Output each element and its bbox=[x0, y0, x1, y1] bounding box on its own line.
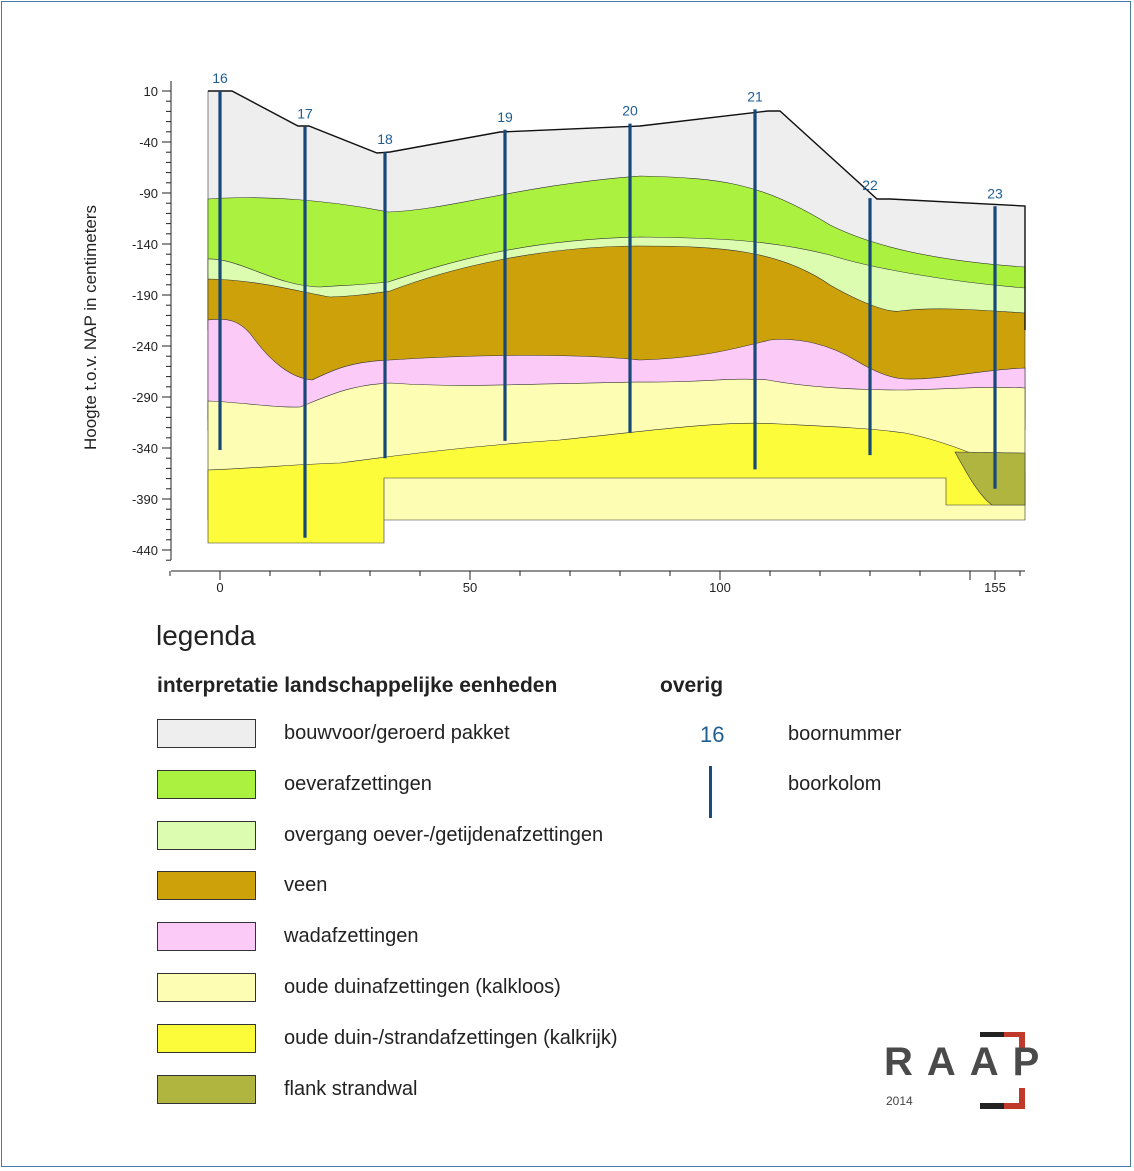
x-tick-label: 100 bbox=[709, 580, 731, 595]
borehole-label: 16 bbox=[212, 70, 228, 86]
y-tick-label: -390 bbox=[132, 492, 158, 507]
y-tick-label: -90 bbox=[139, 186, 158, 201]
x-tick-label: 155 bbox=[984, 580, 1006, 595]
logo-bracket-icon bbox=[980, 1032, 1025, 1109]
boorkolom-icon bbox=[709, 766, 712, 818]
borehole-label: 18 bbox=[377, 131, 393, 147]
y-tick-label: -440 bbox=[132, 543, 158, 558]
legend-label: oeverafzettingen bbox=[284, 772, 432, 795]
legend-label: wadafzettingen bbox=[284, 925, 419, 948]
logo-year: 2014 bbox=[886, 1094, 913, 1108]
legend-swatch bbox=[157, 820, 256, 850]
legend-swatch bbox=[157, 1023, 256, 1053]
y-tick-label: -240 bbox=[132, 339, 158, 354]
x-tick-label: 0 bbox=[216, 580, 223, 595]
layer-7 bbox=[954, 451, 1026, 506]
borehole-label: 19 bbox=[497, 109, 513, 125]
legend-label: oude duinafzettingen (kalkloos) bbox=[284, 976, 561, 998]
legend-label: flank strandwal bbox=[284, 1077, 418, 1100]
borehole-label: 21 bbox=[747, 88, 763, 104]
y-tick-label: -340 bbox=[132, 441, 158, 456]
boornummer-label: boornummer bbox=[788, 723, 902, 745]
boorkolom-label: boorkolom bbox=[788, 773, 882, 795]
borehole-label: 22 bbox=[862, 177, 878, 193]
cross-section-chart: 10 -40 -90 -140 -190 -240 -290 -340 -390 -440 0 50 1… bbox=[81, 70, 1026, 595]
borehole-label: 23 bbox=[987, 185, 1003, 201]
legend-swatch bbox=[157, 1074, 256, 1104]
legend-swatch bbox=[157, 973, 256, 1002]
legend-swatch bbox=[157, 769, 256, 799]
logo-letters: RAAP bbox=[884, 1040, 1054, 1084]
y-tick-label: -40 bbox=[139, 135, 158, 150]
boornummer-symbol: 16 bbox=[700, 722, 725, 747]
legend-label: bouwvoor/geroerd pakket bbox=[284, 722, 510, 744]
y-tick-label: -290 bbox=[132, 390, 158, 405]
legend-swatch bbox=[157, 922, 256, 952]
surface-outline bbox=[208, 90, 1026, 330]
legend-label: veen bbox=[284, 874, 328, 897]
borehole-label: 20 bbox=[622, 103, 638, 119]
x-tick-label: 50 bbox=[463, 580, 477, 595]
borehole-label: 17 bbox=[297, 106, 313, 122]
y-tick-label: -190 bbox=[132, 288, 158, 303]
legend-title: legenda bbox=[156, 620, 256, 651]
raap-logo: RAAP 2014 bbox=[884, 1032, 1044, 1112]
y-tick-label: -140 bbox=[132, 237, 158, 252]
units-heading: interpretatie landschappelijke eenheden bbox=[157, 674, 558, 697]
y-axis-label: Hoogte t.o.v. NAP in centimeters bbox=[81, 205, 100, 450]
y-tick-label: 10 bbox=[144, 84, 158, 99]
other-heading: overig bbox=[660, 674, 724, 697]
legend-label: oude duin-/strandafzettingen (kalkrijk) bbox=[284, 1026, 618, 1049]
legend-swatch bbox=[157, 871, 256, 901]
legend-label: overgang oever-/getijdenafzettingen bbox=[284, 823, 604, 846]
legend-swatch bbox=[157, 719, 256, 748]
